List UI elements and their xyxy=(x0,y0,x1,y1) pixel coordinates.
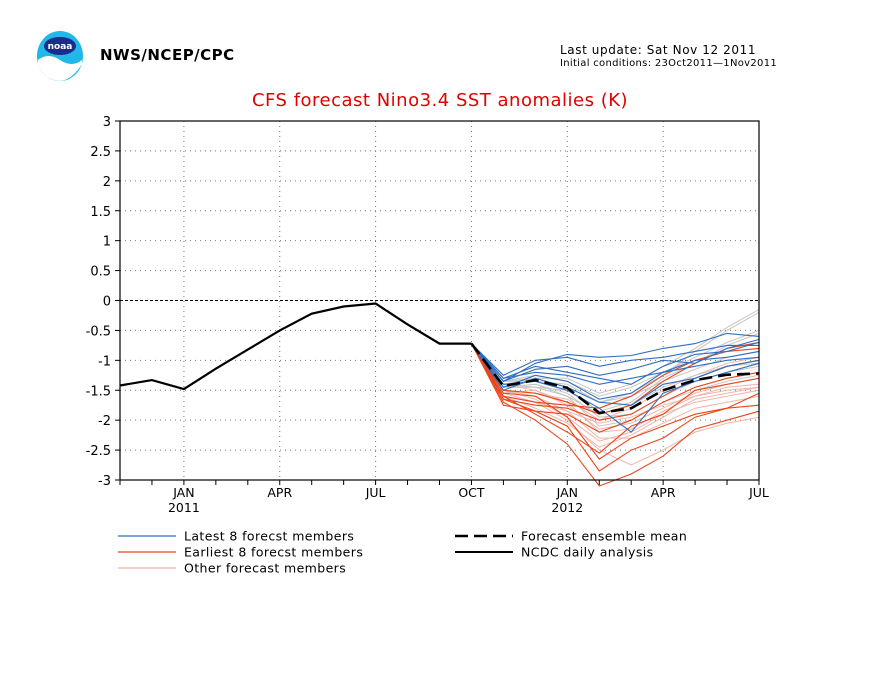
ensemble-mean-line xyxy=(470,342,760,415)
legend-label-latest: Latest 8 forecst members xyxy=(184,529,354,544)
x-year-label: 2011 xyxy=(168,500,200,515)
other-member-line xyxy=(471,343,760,427)
observed-analysis xyxy=(119,302,472,391)
org-name: NWS/NCEP/CPC xyxy=(100,46,235,64)
x-tick-label: JUL xyxy=(365,485,386,500)
x-tick-label: JUL xyxy=(748,485,769,500)
y-tick-label: 1 xyxy=(103,235,111,250)
other-member-line xyxy=(471,343,760,466)
other-member-line xyxy=(471,329,760,397)
y-tick-label: 0.5 xyxy=(90,265,111,280)
y-tick-label: 0 xyxy=(103,295,111,310)
other-members xyxy=(471,309,760,466)
y-tick-label: 2.5 xyxy=(90,145,111,160)
x-tick-label: APR xyxy=(651,485,676,500)
earliest-member-line xyxy=(471,343,760,460)
logo-text: noaa xyxy=(48,42,73,52)
y-axis: 3 2.5 2 1.5 1 0.5 0 -0.5 -1 -1.5 -2 -2.5 -3 xyxy=(86,115,120,489)
latest-member-line xyxy=(471,343,760,385)
legend-label-earliest: Earliest 8 forecst members xyxy=(184,545,363,560)
y-tick-label: -0.5 xyxy=(86,324,111,339)
y-tick-label: -3 xyxy=(98,474,111,489)
other-member-line xyxy=(471,343,760,448)
y-tick-label: 3 xyxy=(103,115,111,130)
y-tick-label: 2 xyxy=(103,175,111,190)
latest-member-line xyxy=(471,343,760,400)
earliest-member-line xyxy=(471,343,760,487)
last-update: Last update: Sat Nov 12 2011 xyxy=(560,43,757,57)
other-member-line xyxy=(471,343,760,439)
legend-label-other: Other forecast members xyxy=(184,561,346,576)
y-tick-label: -2 xyxy=(98,414,111,429)
chart-title: CFS forecast Nino3.4 SST anomalies (K) xyxy=(251,90,629,111)
earliest-member-line xyxy=(471,343,760,433)
x-tick-label: OCT xyxy=(458,485,485,500)
observed-line xyxy=(119,302,472,391)
ensemble-mean xyxy=(470,342,760,415)
x-tick-label: JAN xyxy=(556,485,578,500)
y-tick-label: -1 xyxy=(98,354,111,369)
initial-conditions: Initial conditions: 23Oct2011—1Nov2011 xyxy=(560,58,778,69)
legend-label-observed: NCDC daily analysis xyxy=(521,545,654,560)
earliest-member-line xyxy=(471,343,760,472)
legend-label-mean: Forecast ensemble mean xyxy=(521,529,687,544)
x-year-label: 2012 xyxy=(551,500,583,515)
other-member-line xyxy=(471,312,760,403)
y-tick-label: -2.5 xyxy=(86,444,111,459)
latest-member-line xyxy=(471,343,759,376)
noaa-logo: noaa xyxy=(37,31,83,81)
x-tick-label: APR xyxy=(267,485,292,500)
y-tick-label: 1.5 xyxy=(90,205,111,220)
x-tick-label: JAN xyxy=(172,485,194,500)
y-tick-label: -1.5 xyxy=(86,384,111,399)
